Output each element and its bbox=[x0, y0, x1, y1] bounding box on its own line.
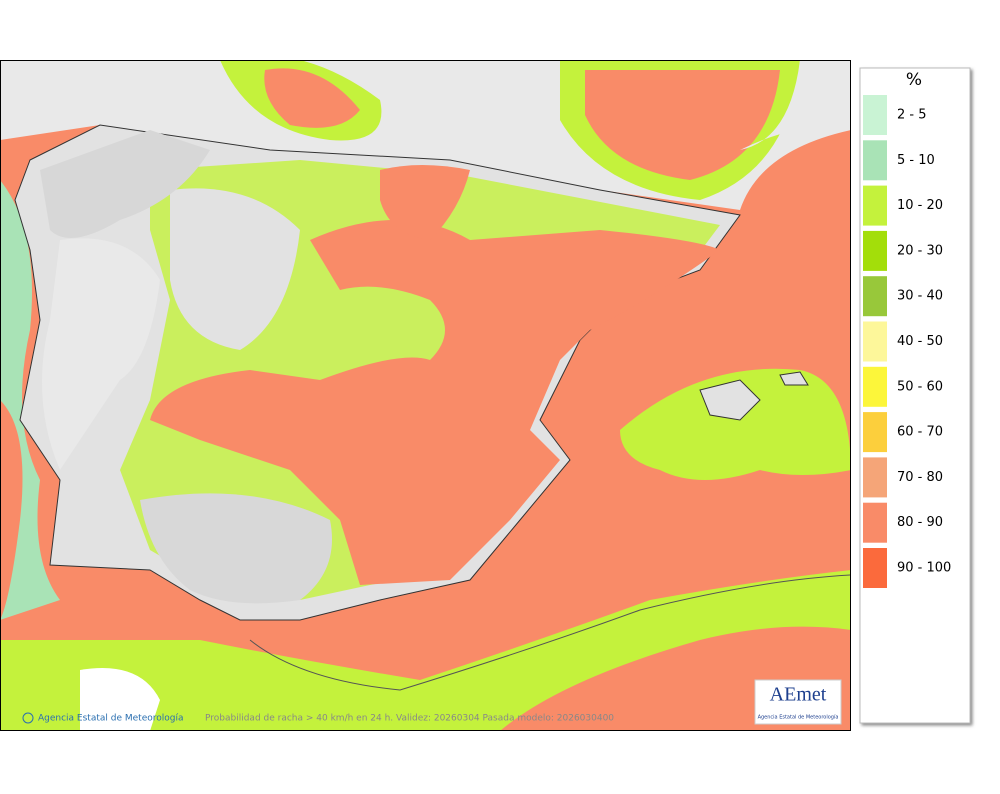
legend-swatch bbox=[863, 366, 887, 407]
legend-label: 5 - 10 bbox=[897, 153, 935, 168]
zone bbox=[620, 368, 850, 480]
legend-swatch bbox=[863, 230, 887, 271]
zone bbox=[150, 220, 720, 585]
legend-swatch bbox=[863, 457, 887, 498]
legend-swatch bbox=[863, 185, 887, 226]
island bbox=[699, 379, 761, 421]
zone bbox=[80, 668, 160, 730]
legend-swatch bbox=[863, 548, 887, 588]
legend-swatch bbox=[863, 502, 887, 543]
legend-label: 60 - 70 bbox=[897, 425, 943, 440]
zone bbox=[380, 165, 470, 240]
legend-swatch bbox=[863, 412, 887, 453]
zone bbox=[1, 401, 23, 618]
legend-title: % bbox=[906, 70, 922, 90]
legend: % 2 - 5 5 - 10 10 - 20 20 - 30 30 - 40 40 - 5… bbox=[859, 67, 971, 724]
logo-name: Agencia Estatal de Meteorología bbox=[758, 714, 839, 721]
caption: Probabilidad de racha > 40 km/h en 24 h.… bbox=[205, 714, 614, 724]
galicia bbox=[40, 130, 210, 238]
logo-mark: AEmet bbox=[770, 684, 827, 706]
legend-swatch bbox=[863, 276, 887, 317]
map bbox=[1, 61, 850, 730]
legend-label: 10 - 20 bbox=[897, 198, 943, 213]
credit: Agencia Estatal de Meteorología bbox=[38, 714, 184, 724]
legend-label: 90 - 100 bbox=[897, 561, 951, 576]
legend-swatch bbox=[863, 140, 887, 181]
legend-label: 50 - 60 bbox=[897, 379, 943, 394]
portugal bbox=[42, 238, 160, 470]
legend-swatch bbox=[863, 321, 887, 362]
legend-label: 20 - 30 bbox=[897, 243, 943, 258]
legend-label: 2 - 5 bbox=[897, 108, 927, 123]
zone bbox=[140, 493, 332, 604]
zone bbox=[170, 188, 300, 350]
france bbox=[740, 61, 850, 150]
legend-label: 30 - 40 bbox=[897, 289, 943, 304]
zone bbox=[585, 70, 780, 180]
legend-label: 40 - 50 bbox=[897, 334, 943, 349]
zone bbox=[264, 68, 360, 128]
coast bbox=[249, 574, 850, 691]
map-frame bbox=[0, 60, 851, 731]
island bbox=[779, 371, 809, 386]
legend-label: 80 - 90 bbox=[897, 515, 943, 530]
legend-label: 70 - 80 bbox=[897, 470, 943, 485]
logo-box bbox=[754, 679, 842, 725]
legend-swatch bbox=[863, 95, 887, 135]
copyright-icon bbox=[22, 712, 34, 724]
